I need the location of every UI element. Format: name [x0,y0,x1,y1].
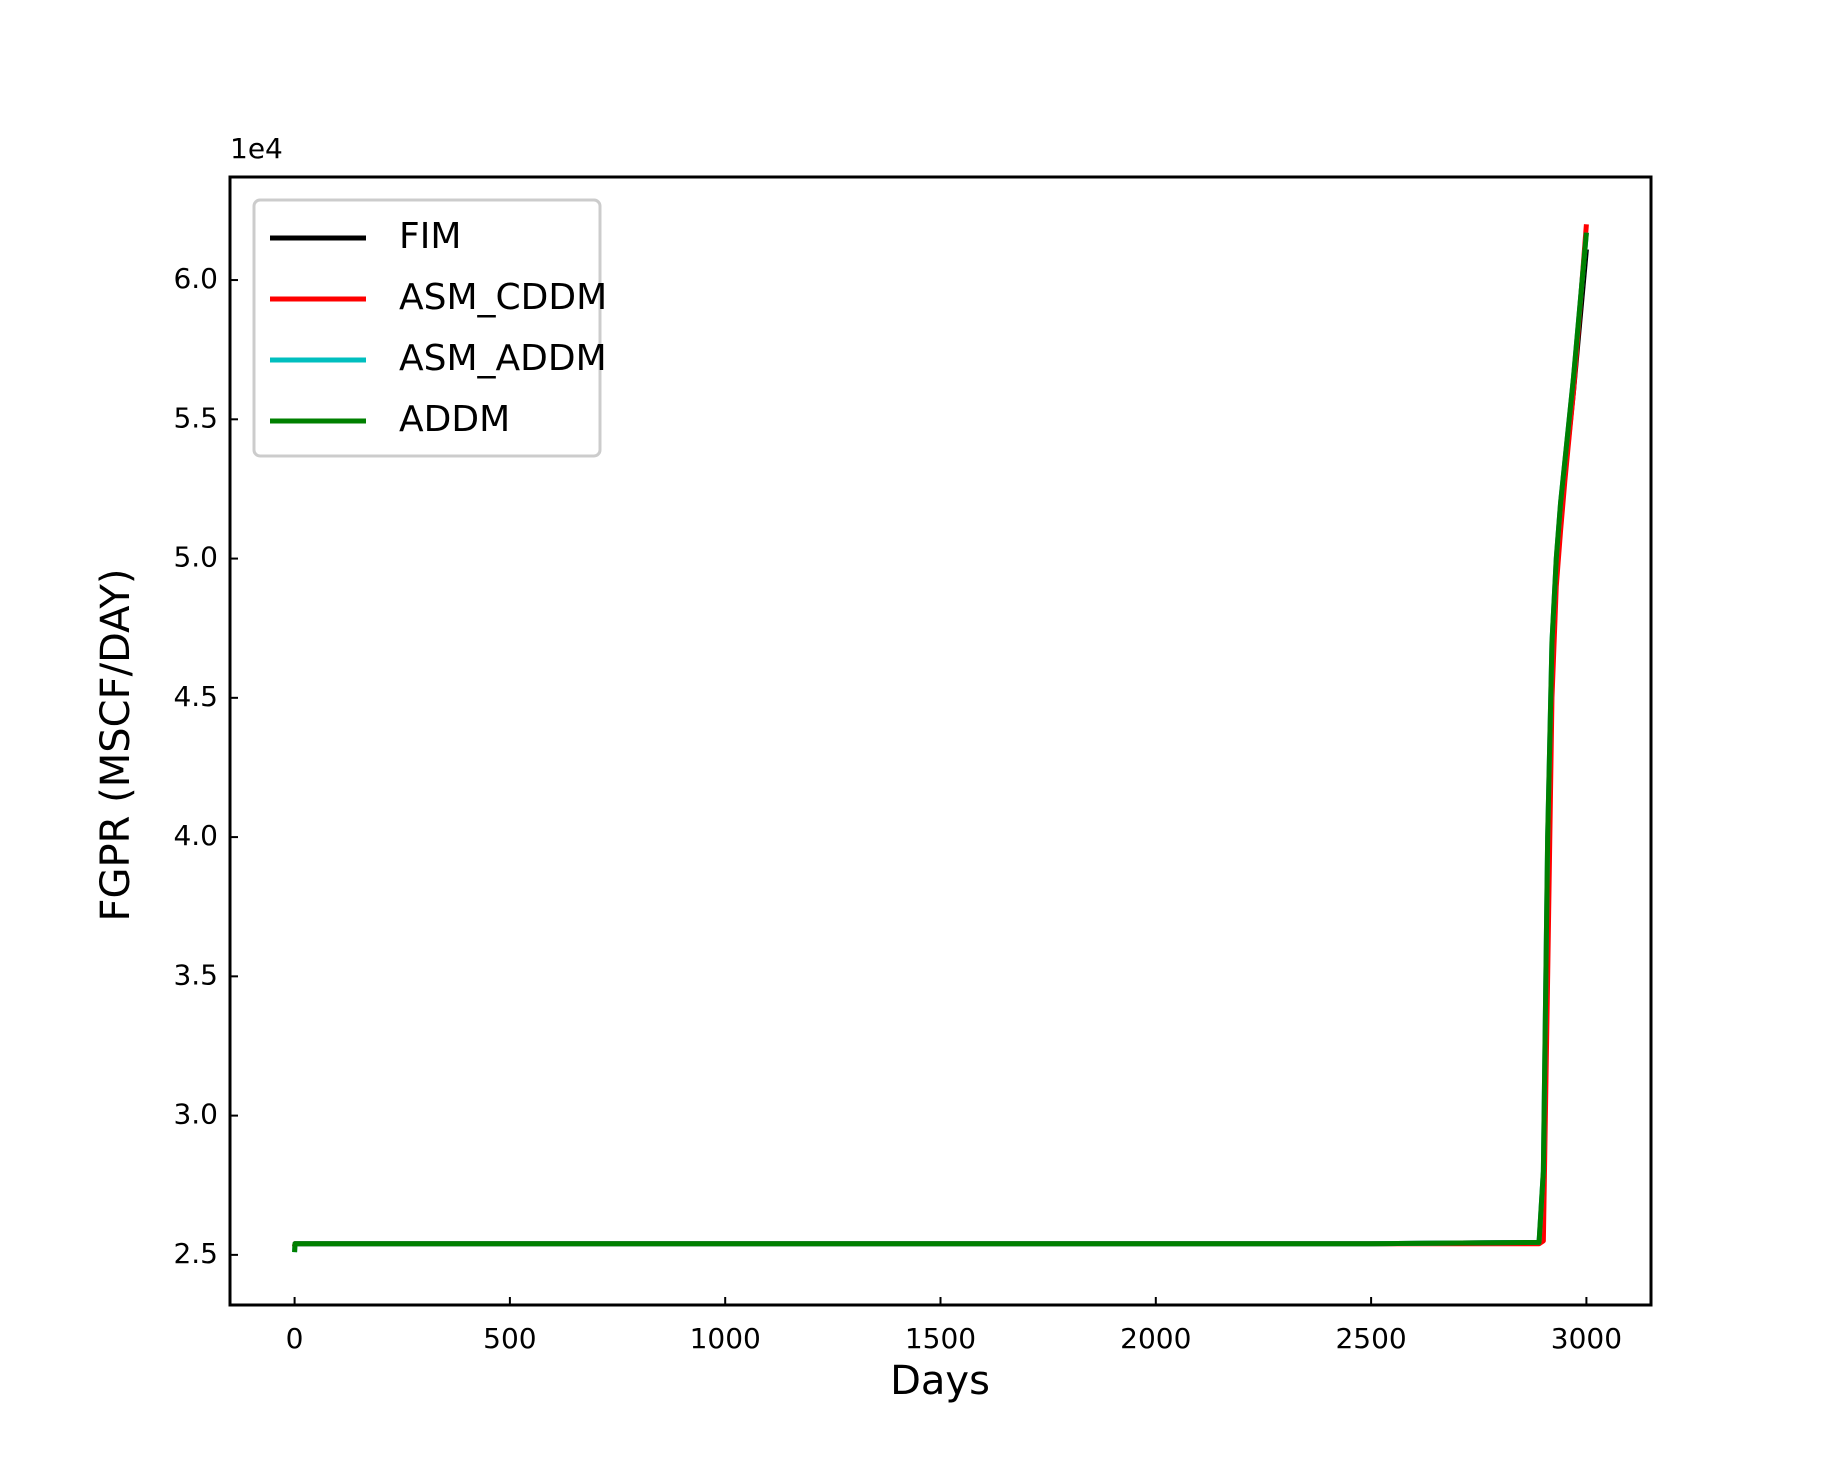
y-tick-label: 5.0 [173,541,218,574]
x-tick-label: 2500 [1335,1322,1406,1355]
y-tick-label: 4.5 [173,680,218,713]
series-line [292,232,1589,1253]
y-tick-label: 2.5 [173,1237,218,1270]
y-tick-label: 5.5 [173,401,218,434]
y-tick-label: 6.0 [173,262,218,295]
x-axis-label: Days [890,1358,990,1404]
plot-frame [228,175,1653,1307]
y-tick-label: 4.0 [173,819,218,852]
y-tick-label: 3.0 [173,1098,218,1131]
x-tick-label: 1500 [905,1322,976,1355]
legend-box [252,198,602,458]
legend-label: ASM_ADDM [399,338,607,379]
legend: FIM ASM_CDDM ASM_ADDM ADDM [252,198,607,458]
y-axis-label: FGPR (MSCF/DAY) [93,569,139,922]
y-offset-label: 1e4 [230,132,283,165]
x-tick-label: 1000 [690,1322,761,1355]
x-tick-label: 2000 [1120,1322,1191,1355]
legend-label: ASM_CDDM [399,277,607,318]
x-tick-label: 500 [483,1322,536,1355]
y-tick-label: 3.5 [173,958,218,991]
legend-label: ADDM [399,399,510,440]
x-tick-label: 0 [286,1322,304,1355]
legend-label: FIM [399,216,461,257]
x-tick-label: 3000 [1551,1322,1622,1355]
